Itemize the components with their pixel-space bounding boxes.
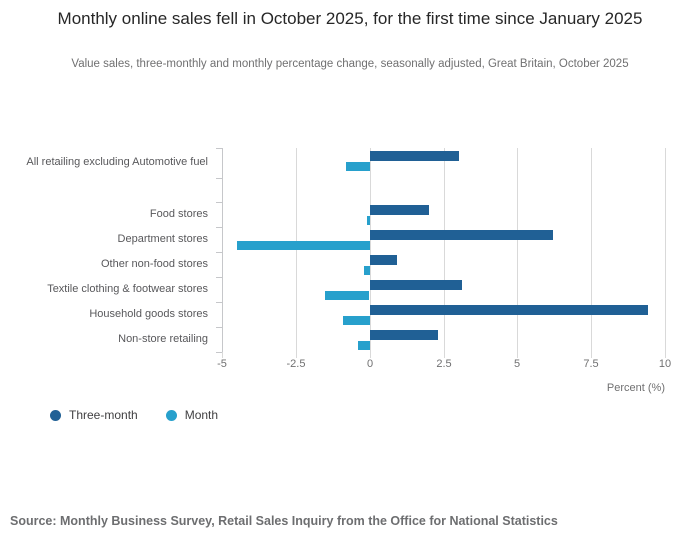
bar-month <box>364 266 370 275</box>
y-axis-tick <box>216 148 222 149</box>
y-axis-tick <box>216 352 222 353</box>
bar-three-month <box>370 230 553 240</box>
bar-three-month <box>370 305 648 315</box>
x-axis-tick-label: 10 <box>658 358 672 370</box>
gridline <box>444 148 445 352</box>
gridline <box>591 148 592 352</box>
legend: Three-month Month <box>50 408 218 422</box>
x-axis-tick <box>222 352 223 358</box>
category-label: Household goods stores <box>89 308 208 320</box>
x-axis-title: Percent (%) <box>606 382 665 394</box>
y-axis-tick <box>216 252 222 253</box>
x-axis-tick-label: -2.5 <box>286 358 306 370</box>
bar-month <box>358 341 370 350</box>
legend-label-three-month: Three-month <box>69 408 138 422</box>
x-axis-tick-label: -5 <box>217 358 227 370</box>
x-axis-tick <box>296 352 297 358</box>
bar-month <box>325 291 369 300</box>
y-axis-tick <box>216 202 222 203</box>
category-label: All retailing excluding Automotive fuel <box>26 156 208 168</box>
bar-three-month <box>370 151 459 161</box>
chart-title: Monthly online sales fell in October 202… <box>57 9 643 28</box>
gridline <box>370 148 371 352</box>
x-axis-tick-label: 5 <box>513 358 521 370</box>
legend-item-month[interactable]: Month <box>165 408 219 422</box>
category-label: Other non-food stores <box>100 258 208 270</box>
y-axis-tick <box>216 327 222 328</box>
gridline <box>517 148 518 352</box>
legend-label-month: Month <box>184 408 219 422</box>
bar-month <box>346 162 370 171</box>
x-axis-tick <box>444 352 445 358</box>
x-axis-tick-label: 0 <box>366 358 374 370</box>
legend-marker-icon <box>50 409 61 421</box>
x-axis-tick <box>517 352 518 358</box>
y-axis-tick <box>216 227 222 228</box>
x-axis-tick <box>665 352 666 358</box>
x-axis-tick <box>591 352 592 358</box>
bar-three-month <box>370 330 438 340</box>
y-axis-line <box>222 148 223 352</box>
x-axis-tick-label: 2.5 <box>436 358 452 370</box>
chart-subtitle: Value sales, three-monthly and monthly p… <box>71 58 629 70</box>
x-axis-tick <box>370 352 371 358</box>
bar-month <box>237 241 370 250</box>
legend-marker-icon <box>165 409 177 421</box>
y-axis-tick <box>216 178 222 179</box>
bar-month <box>343 316 370 325</box>
x-axis-tick-label: 7.5 <box>583 358 599 370</box>
category-label: Department stores <box>117 233 208 245</box>
y-axis-tick <box>216 277 222 278</box>
bar-three-month <box>370 205 429 215</box>
category-label: Non-store retailing <box>118 333 208 345</box>
bar-month <box>367 216 370 225</box>
gridline <box>665 148 666 352</box>
bar-three-month <box>370 280 462 290</box>
bar-three-month <box>370 255 397 265</box>
category-label: Food stores <box>149 208 208 220</box>
legend-item-three-month[interactable]: Three-month <box>50 408 138 422</box>
category-label: Textile clothing & footwear stores <box>47 283 208 295</box>
gridline <box>296 148 297 352</box>
source-text: Source: Monthly Business Survey, Retail … <box>10 514 558 528</box>
y-axis-tick <box>216 302 222 303</box>
